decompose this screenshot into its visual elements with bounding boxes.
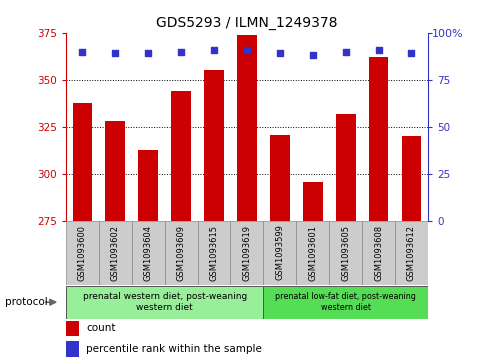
Bar [394,221,427,285]
Bar [361,221,394,285]
Bar [368,57,387,221]
Bar [171,91,191,221]
Bar [164,221,197,285]
Bar [328,221,361,285]
Point [308,52,316,58]
Text: GSM1093609: GSM1093609 [176,225,185,281]
Text: prenatal low-fat diet, post-weaning
western diet: prenatal low-fat diet, post-weaning west… [275,293,415,312]
Text: prenatal western diet, post-weaning
western diet: prenatal western diet, post-weaning west… [82,293,246,312]
Text: GSM1093612: GSM1093612 [406,225,415,281]
Point [243,47,250,53]
Text: count: count [86,323,115,334]
Point [210,47,218,53]
Bar [263,286,427,319]
Point [79,49,86,54]
Bar [66,286,263,319]
Point [144,50,152,56]
Point [407,50,414,56]
Point [275,50,283,56]
Point [374,47,382,53]
Text: GSM1093615: GSM1093615 [209,225,218,281]
Text: percentile rank within the sample: percentile rank within the sample [86,344,261,354]
Bar [99,221,132,285]
Bar [197,221,230,285]
Bar [296,221,328,285]
Text: GSM1093619: GSM1093619 [242,225,251,281]
Text: GSM1093600: GSM1093600 [78,225,87,281]
Bar [263,221,296,285]
Point [341,49,349,54]
Bar [237,34,256,221]
Text: GSM1093604: GSM1093604 [143,225,152,281]
Bar [132,221,164,285]
Point [111,50,119,56]
Bar [269,135,289,221]
Y-axis label: 100%: 100% [430,29,462,39]
Bar [401,136,421,221]
Bar [105,121,125,221]
Point [177,49,184,54]
Text: GSM1093608: GSM1093608 [373,225,382,281]
Bar [66,221,99,285]
Text: GSM1093605: GSM1093605 [341,225,349,281]
Bar [72,102,92,221]
Bar [302,182,322,221]
Bar [138,150,158,221]
Bar [204,70,224,221]
Text: GSM1093599: GSM1093599 [275,225,284,281]
Text: GSM1093601: GSM1093601 [307,225,317,281]
Text: protocol: protocol [5,297,47,307]
Text: GSM1093602: GSM1093602 [111,225,120,281]
Bar [66,321,79,337]
Title: GDS5293 / ILMN_1249378: GDS5293 / ILMN_1249378 [156,16,337,30]
Bar [230,221,263,285]
Bar [66,341,79,357]
Bar [335,114,355,221]
